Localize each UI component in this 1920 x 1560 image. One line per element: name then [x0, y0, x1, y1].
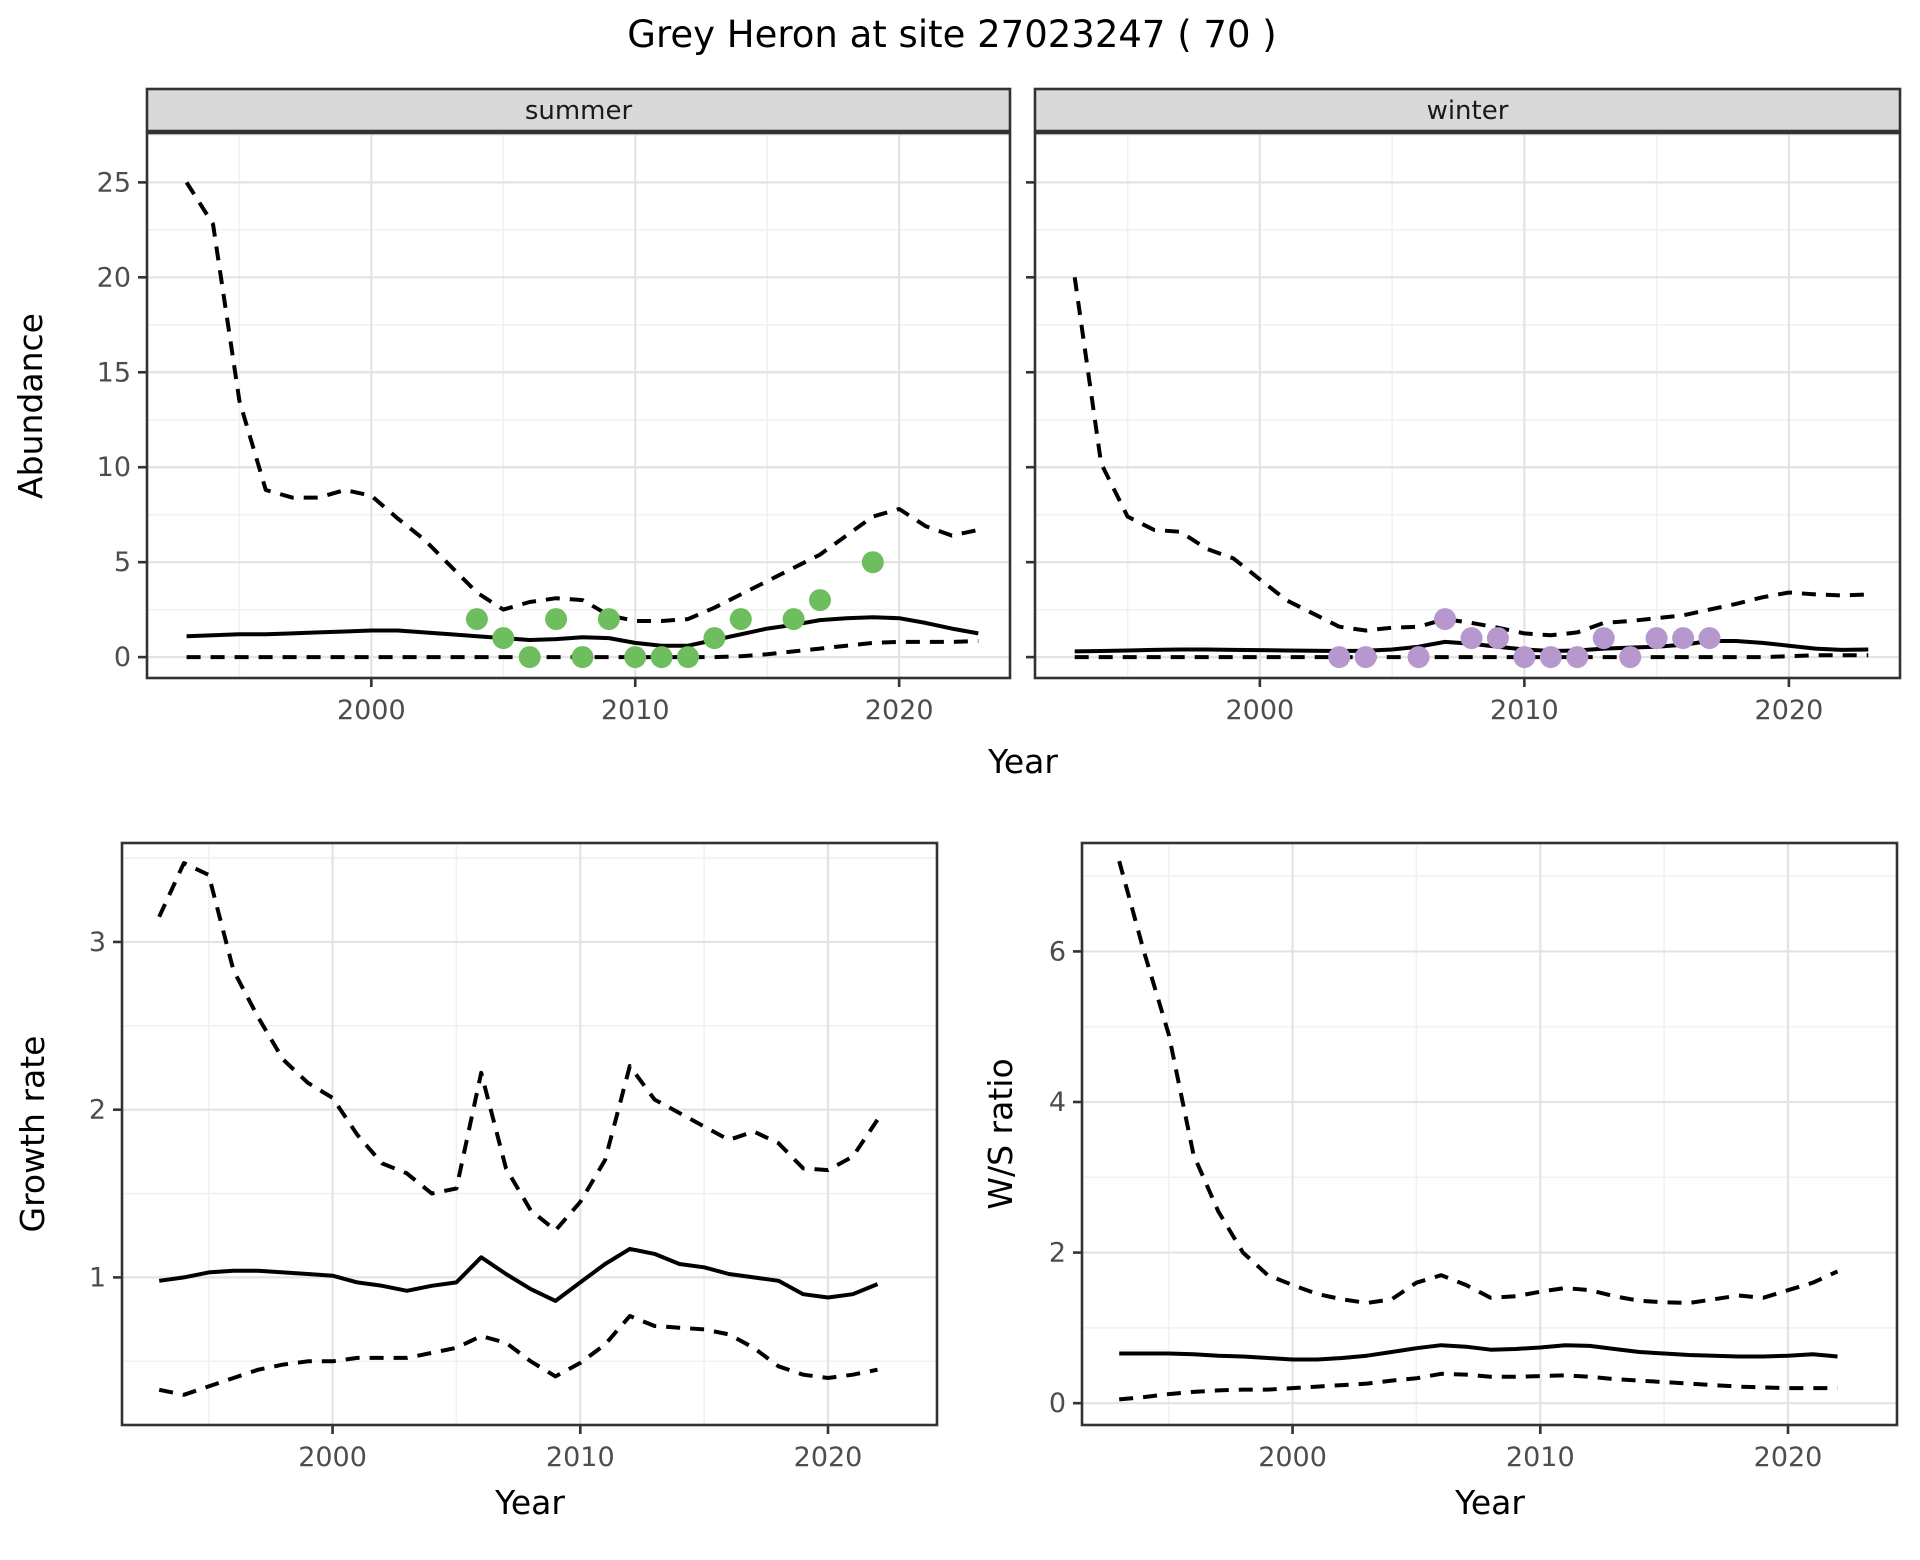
upper_ci-line [1117, 860, 1839, 1305]
y-axis-title-abundance: Abundance [11, 313, 50, 499]
mean-line [1119, 1343, 1838, 1362]
facet-strip-label: summer [525, 96, 633, 126]
observation-dot [1434, 608, 1456, 631]
y-tick-label: 15 [97, 357, 131, 388]
observation-dot [1328, 646, 1351, 669]
observation-dot [729, 608, 752, 631]
panel-abundance-summer: summer 2000 2010 2020 0 5 10 15 20 25 [97, 87, 1012, 726]
observation-dot [1672, 627, 1695, 650]
y-tick-label: 3 [89, 927, 106, 958]
panel-background [1035, 133, 1900, 678]
x-tick-label: 2020 [1755, 695, 1824, 726]
x-axis-title-bottom-left: Year [494, 1483, 565, 1522]
observation-dot [650, 646, 673, 669]
observation-dot [1354, 646, 1377, 669]
x-axis-title-bottom-right: Year [1454, 1483, 1525, 1522]
panel-background [147, 133, 1010, 678]
x-tick-label: 2020 [1754, 1442, 1823, 1473]
observation-dot [1645, 627, 1668, 650]
observation-dot [492, 627, 515, 650]
panel-border [1080, 841, 1899, 1427]
x-tick-label: 2020 [865, 695, 934, 726]
facet-strip [145, 87, 1012, 133]
panel-border [145, 131, 1012, 680]
panel-abundance-winter: winter 2000 2010 2020 [1026, 87, 1902, 726]
panel-background [122, 843, 937, 1425]
y-axis-title-ws-ratio: W/S ratio [981, 1058, 1020, 1209]
facet-strip-label: winter [1427, 96, 1509, 126]
x-tick-label: 2010 [546, 1442, 615, 1473]
observation-dot [1698, 627, 1721, 650]
x-tick-label: 2000 [1225, 695, 1294, 726]
observation-dot [1486, 627, 1509, 650]
observation-dot [703, 627, 726, 650]
y-axis-title-growth-rate: Growth rate [13, 1036, 52, 1233]
lower_ci-line [1074, 653, 1869, 660]
y-tick-label: 2 [1049, 1238, 1066, 1269]
panel-border [1033, 131, 1902, 680]
observation-dot [809, 589, 831, 612]
y-tick-label: 25 [97, 167, 131, 198]
observation-dot [597, 608, 620, 631]
panel-growth-rate: 2000 2010 2020 1 2 3 [89, 841, 939, 1473]
facet-strip [1033, 87, 1902, 133]
panel-border [120, 841, 939, 1427]
x-tick-label: 2020 [794, 1442, 863, 1473]
observation-dot [1407, 646, 1430, 669]
x-tick-label: 2000 [1258, 1442, 1327, 1473]
observation-dot [782, 608, 805, 631]
mean-line [158, 1246, 879, 1303]
y-tick-label: 2 [89, 1095, 106, 1126]
lower_ci-line [1119, 1371, 1838, 1402]
mean-line [186, 615, 979, 648]
observation-dot [677, 646, 699, 669]
upper_ci-line [1072, 277, 1869, 638]
x-tick-label: 2010 [1490, 695, 1559, 726]
upper_ci-line [184, 181, 979, 623]
page-title: Grey Heron at site 27023247 ( 70 ) [627, 13, 1276, 56]
observation-dot [1619, 646, 1642, 669]
y-tick-label: 20 [97, 262, 131, 293]
y-tick-label: 5 [114, 547, 131, 578]
y-tick-label: 10 [97, 452, 131, 483]
observation-dot [518, 646, 541, 669]
observation-dot [545, 608, 568, 631]
panel-background [1082, 843, 1897, 1425]
upper_ci-line [157, 861, 880, 1233]
observation-dot [1566, 646, 1589, 669]
observation-dot [1539, 646, 1562, 669]
observation-dot [465, 608, 488, 631]
observation-dot [624, 646, 647, 669]
x-tick-label: 2010 [1506, 1442, 1575, 1473]
observation-dot [1460, 627, 1483, 650]
observation-dot [1513, 646, 1536, 669]
y-tick-label: 1 [89, 1262, 106, 1293]
y-tick-label: 0 [1049, 1388, 1066, 1419]
lower_ci-line [158, 1314, 878, 1397]
y-tick-label: 4 [1049, 1087, 1066, 1118]
y-tick-label: 6 [1049, 936, 1066, 967]
observation-dot [1592, 627, 1615, 650]
x-tick-label: 2000 [337, 695, 406, 726]
y-tick-label: 0 [114, 642, 131, 673]
x-axis-title-top: Year [987, 742, 1058, 781]
observation-dot [861, 551, 884, 574]
x-tick-label: 2010 [601, 695, 670, 726]
x-tick-label: 2000 [298, 1442, 367, 1473]
panel-ws-ratio: 2000 2010 2020 0 2 4 6 [1049, 841, 1899, 1473]
observation-dot [571, 646, 594, 669]
